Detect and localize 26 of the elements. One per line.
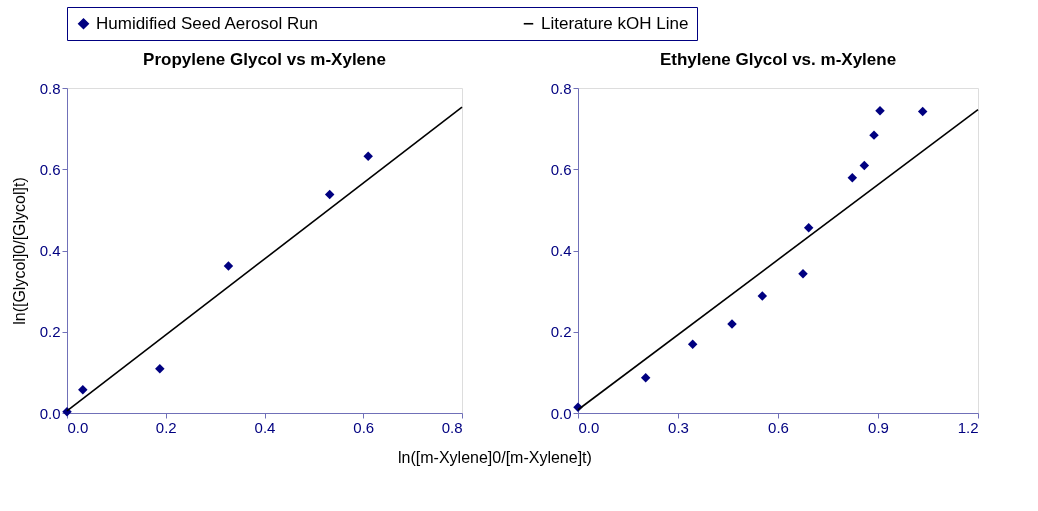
y-tick-label: 0.2 <box>550 323 572 341</box>
y-tick-label: 0.2 <box>39 323 61 341</box>
y-tick-label: 0.4 <box>550 242 572 259</box>
y-tick-label: 0.6 <box>550 160 572 178</box>
y-tick-label: 0.8 <box>39 79 61 97</box>
x-tick-label: 0.0 <box>67 418 89 436</box>
x-tick-label: 1.2 <box>957 418 979 436</box>
x-axis-title: ln([m-Xylene]0/[m-Xylene]t) <box>398 448 592 466</box>
chart-title: Ethylene Glycol vs. m-Xylene <box>659 50 897 69</box>
x-tick-label: 0.0 <box>578 418 600 436</box>
y-axis-title: ln([Glycol]0/[Glycol]t) <box>10 177 28 325</box>
y-tick-label: 0.8 <box>550 79 572 97</box>
chart-title: Propylene Glycol vs m-Xylene <box>143 50 386 69</box>
x-tick-label: 0.8 <box>441 418 463 436</box>
legend-label: Humidified Seed Aerosol Run <box>96 13 319 33</box>
x-tick-label: 0.6 <box>768 418 789 436</box>
y-tick-label: 0.0 <box>550 404 572 422</box>
x-tick-label: 0.2 <box>155 418 177 436</box>
y-tick-label: 0.6 <box>39 160 61 178</box>
x-tick-label: 0.3 <box>668 418 689 436</box>
legend-label: Literature kOH Line <box>541 13 689 33</box>
y-tick-label: 0.4 <box>39 242 61 259</box>
x-tick-label: 0.4 <box>254 418 276 436</box>
x-tick-label: 0.6 <box>353 418 375 436</box>
x-tick-label: 0.9 <box>868 418 889 436</box>
y-tick-label: 0.0 <box>39 404 61 422</box>
